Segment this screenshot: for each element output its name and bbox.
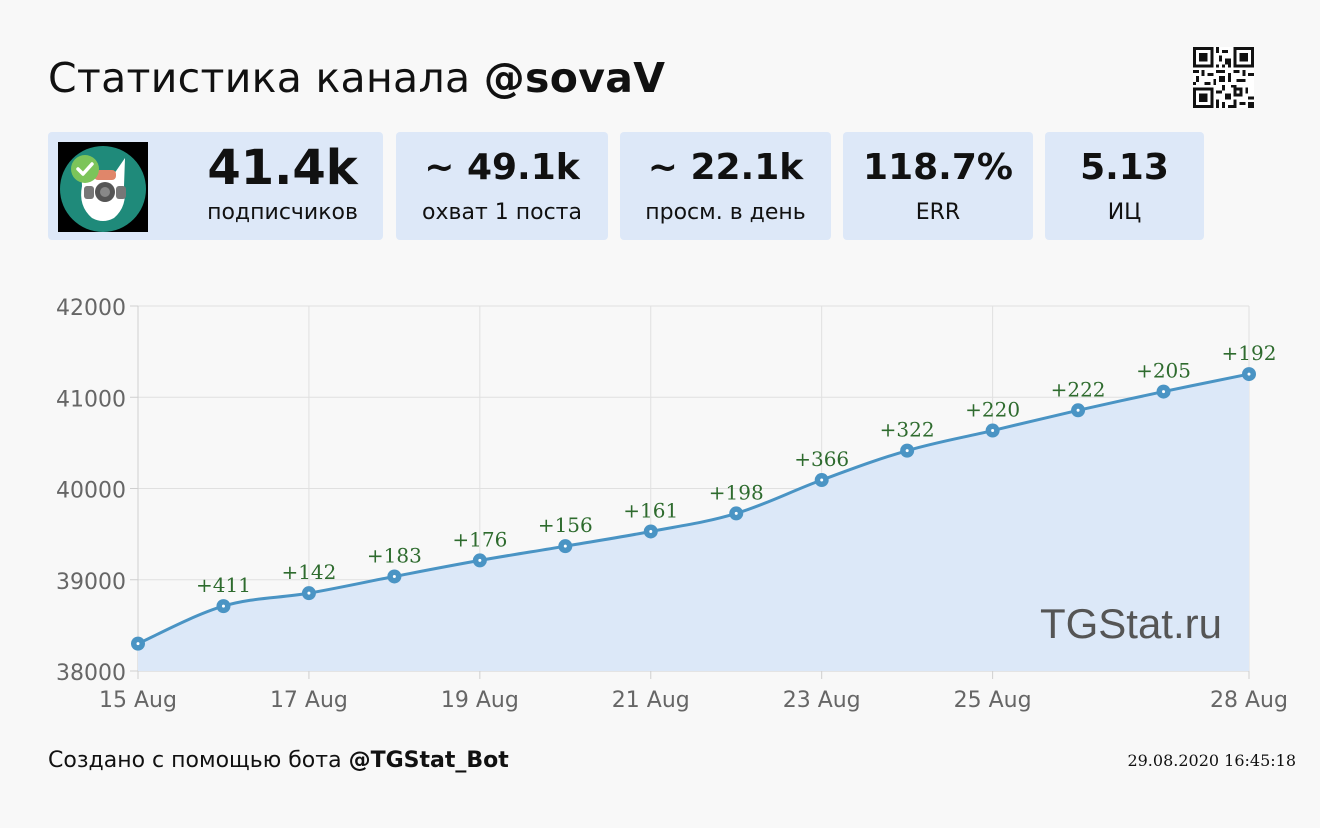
data-label: +192	[1222, 341, 1277, 365]
data-point-center	[221, 604, 225, 608]
series-line	[137, 372, 1250, 645]
ci-label: ИЦ	[1107, 200, 1142, 225]
y-tick-label: 42000	[56, 296, 126, 321]
data-point-center	[905, 449, 909, 453]
daily-views-value: ~ 22.1k	[647, 147, 804, 188]
x-tick-label: 28 Aug	[1210, 688, 1288, 713]
data-point-center	[991, 429, 995, 433]
data-label: +322	[880, 418, 935, 442]
subscribers-card: 41.4k подписчиков	[48, 132, 383, 240]
data-point-center	[820, 478, 824, 482]
ci-value: 5.13	[1080, 147, 1169, 188]
data-label: +161	[623, 498, 678, 522]
x-tick-label: 17 Aug	[270, 688, 348, 713]
y-tick-label: 40000	[56, 479, 126, 504]
page-title: Статистика канала @sovaV	[48, 52, 665, 104]
data-point-center	[478, 558, 482, 562]
daily-views-card: ~ 22.1k просм. в день	[620, 132, 831, 240]
channel-handle: @sovaV	[483, 54, 666, 102]
data-label: +205	[1136, 359, 1191, 383]
err-card: 118.7% ERR	[843, 132, 1033, 240]
data-label: +183	[367, 543, 422, 567]
data-point-center	[649, 529, 653, 533]
data-label: +198	[709, 480, 764, 504]
subscribers-value: 41.4k	[207, 140, 358, 196]
y-tick-label: 38000	[56, 661, 126, 686]
data-label: +220	[965, 398, 1020, 422]
y-tick-label: 41000	[56, 387, 126, 412]
x-tick-label: 25 Aug	[954, 688, 1032, 713]
err-value: 118.7%	[863, 147, 1013, 188]
daily-views-label: просм. в день	[645, 200, 806, 225]
channel-avatar	[58, 142, 148, 232]
data-label: +366	[794, 447, 849, 471]
data-point-center	[1247, 372, 1251, 376]
area-fill	[138, 374, 1249, 671]
footer-credit: Создано с помощью бота @TGStat_Bot	[48, 746, 509, 776]
data-label: +156	[538, 513, 593, 537]
qr-code-icon	[1193, 47, 1254, 108]
y-tick-label: 39000	[56, 570, 126, 595]
x-tick-label: 23 Aug	[783, 688, 861, 713]
data-point-center	[1076, 408, 1080, 412]
reach-card: ~ 49.1k охват 1 поста	[396, 132, 608, 240]
data-label: +142	[281, 560, 336, 584]
data-label: +411	[196, 573, 251, 597]
x-tick-label: 21 Aug	[612, 688, 690, 713]
data-point-center	[563, 544, 567, 548]
x-tick-label: 15 Aug	[99, 688, 177, 713]
x-tick-label: 19 Aug	[441, 688, 519, 713]
ci-card: 5.13 ИЦ	[1045, 132, 1204, 240]
data-point-center	[734, 511, 738, 515]
err-label: ERR	[915, 200, 961, 225]
bot-link[interactable]: @TGStat_Bot	[348, 748, 509, 773]
generated-timestamp: 29.08.2020 16:45:18	[1127, 751, 1296, 770]
footer-prefix: Создано с помощью бота	[48, 748, 349, 773]
title-prefix: Статистика канала	[48, 54, 484, 102]
data-point-center	[392, 574, 396, 578]
data-point-center	[136, 642, 140, 646]
reach-value: ~ 49.1k	[424, 147, 580, 188]
data-label: +222	[1051, 377, 1106, 401]
data-point-center	[1162, 390, 1166, 394]
subscribers-label: подписчиков	[207, 200, 358, 225]
data-label: +176	[452, 527, 507, 551]
data-point-center	[307, 591, 311, 595]
watermark: TGStat.ru	[1040, 600, 1222, 647]
reach-label: охват 1 поста	[422, 200, 582, 225]
